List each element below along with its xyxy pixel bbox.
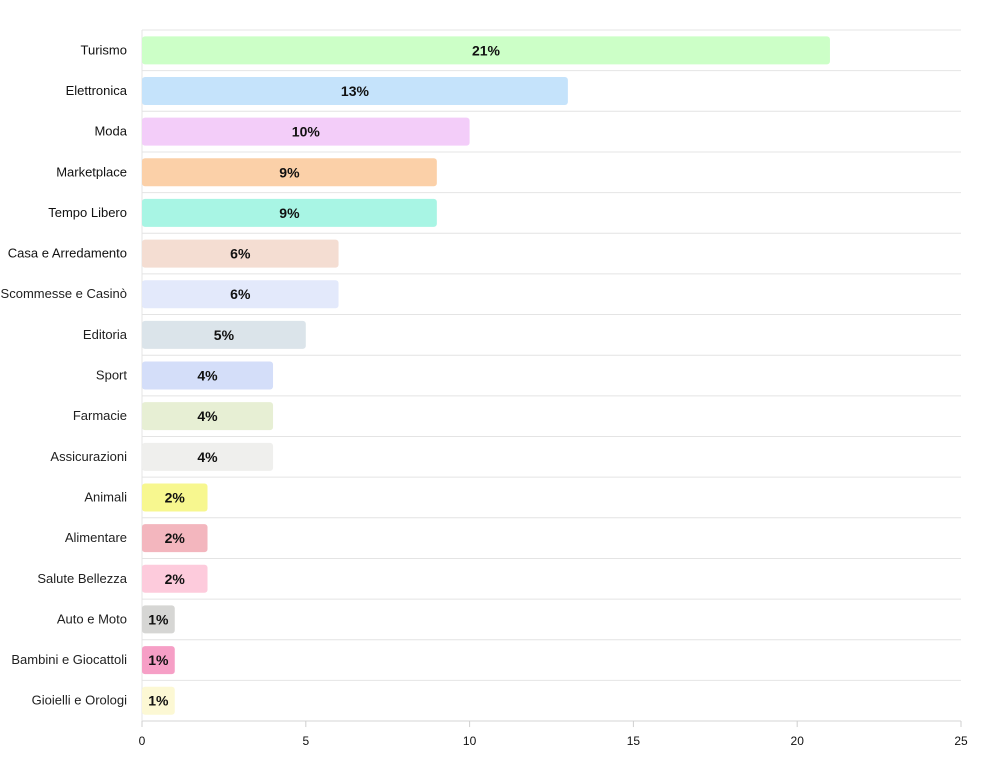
bar-data-label: 5% — [214, 327, 235, 343]
bar-data-label: 2% — [165, 530, 186, 546]
bar — [142, 686, 175, 715]
bar-data-label: 4% — [197, 449, 218, 465]
category-label: Auto e Moto — [57, 611, 127, 626]
category-label: Moda — [94, 124, 127, 139]
bar-data-label: 2% — [165, 571, 186, 587]
bar-data-label: 9% — [279, 205, 300, 221]
bar — [142, 158, 437, 187]
category-label: Scommesse e Casinò — [1, 286, 127, 301]
x-tick-label: 0 — [139, 734, 146, 748]
bar — [142, 76, 568, 105]
category-label: Farmacie — [73, 408, 127, 423]
bar-data-label: 10% — [292, 124, 321, 140]
bar — [142, 605, 175, 634]
bar-data-label: 4% — [197, 368, 218, 384]
bar-data-label: 1% — [148, 611, 169, 627]
category-label: Assicurazioni — [50, 449, 127, 464]
bar — [142, 402, 274, 431]
bar — [142, 320, 306, 349]
bar-data-label: 21% — [472, 42, 501, 58]
category-label: Marketplace — [56, 164, 127, 179]
category-label: Alimentare — [65, 530, 127, 545]
bar-data-label: 6% — [230, 286, 251, 302]
category-label: Sport — [96, 368, 127, 383]
bar — [142, 117, 470, 146]
x-tick-label: 20 — [791, 734, 805, 748]
bar — [142, 646, 175, 675]
bar-layer: 21% 13% 10% 9% 9% 6% 6% 5% 4% 4% 4% 2% 2% 2% 1% 1% 1% — [142, 36, 830, 715]
category-label: Elettronica — [66, 83, 128, 98]
x-axis: 0 5 10 15 20 25 — [139, 721, 968, 748]
bar — [142, 524, 208, 553]
bar — [142, 239, 339, 268]
bar-data-label: 6% — [230, 246, 251, 262]
bar — [142, 280, 339, 309]
bar — [142, 361, 274, 390]
x-tick-label: 25 — [954, 734, 968, 748]
x-tick-label: 5 — [302, 734, 309, 748]
category-label: Editoria — [83, 327, 128, 342]
category-label: Animali — [84, 489, 127, 504]
bar — [142, 36, 830, 65]
category-label: Tempo Libero — [48, 205, 127, 220]
bar — [142, 564, 208, 593]
bar-data-label: 1% — [148, 693, 169, 709]
category-label: Casa e Arredamento — [8, 246, 127, 261]
bar-data-label: 2% — [165, 489, 186, 505]
x-tick-label: 10 — [463, 734, 477, 748]
bar-data-label: 4% — [197, 408, 218, 424]
category-label: Salute Bellezza — [37, 571, 127, 586]
grid-layer — [141, 29, 961, 722]
bar — [142, 198, 437, 227]
bar-data-label: 13% — [341, 83, 370, 99]
category-label: Turismo — [81, 42, 127, 57]
category-label: Gioielli e Orologi — [32, 693, 127, 708]
bar — [142, 483, 208, 512]
x-tick-label: 15 — [627, 734, 641, 748]
category-label: Bambini e Giocattoli — [11, 652, 127, 667]
bar — [142, 442, 274, 471]
bar-data-label: 1% — [148, 652, 169, 668]
category-label-layer: Turismo Elettronica Moda Marketplace Tempo L… — [1, 42, 128, 707]
bar-data-label: 9% — [279, 164, 300, 180]
